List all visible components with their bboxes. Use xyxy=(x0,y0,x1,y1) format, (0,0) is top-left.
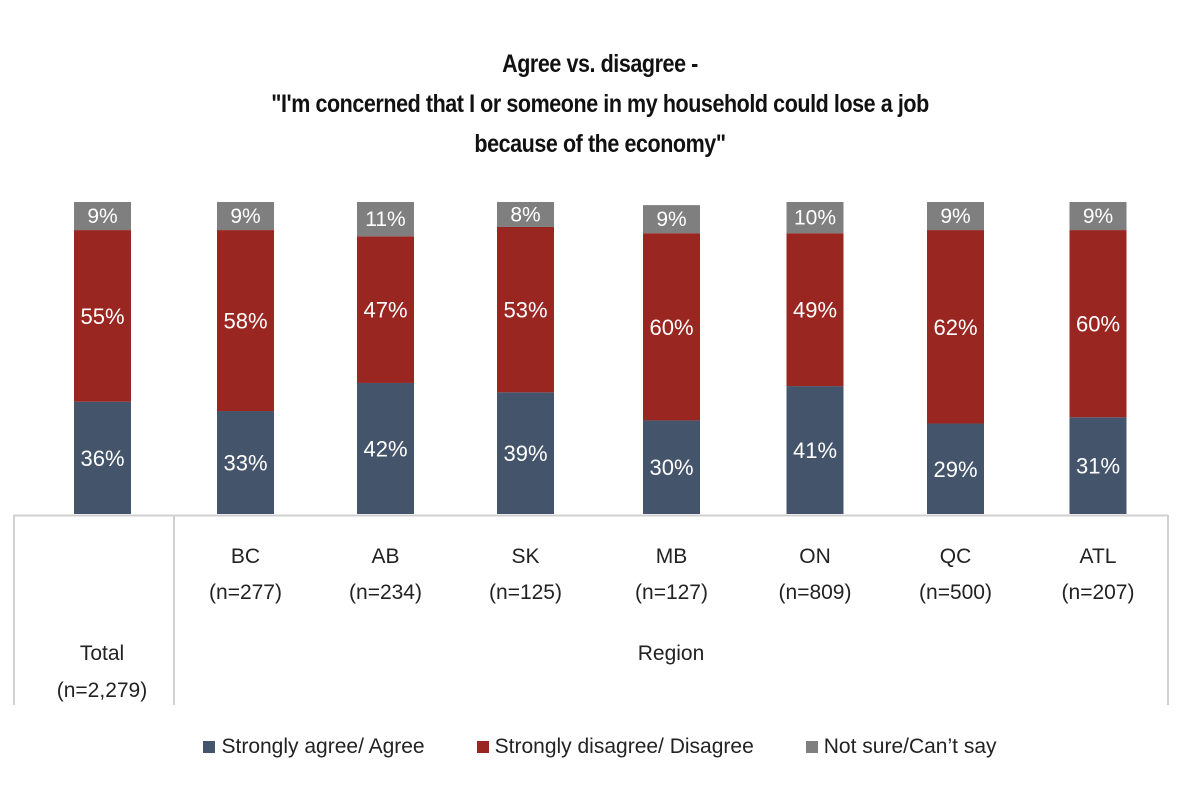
x-tick-sample-on: (n=809) xyxy=(779,581,852,604)
bar-segment-disagree-ab xyxy=(357,236,414,383)
bar-segment-not-sure-on xyxy=(786,202,844,234)
chart-title-line-1: Agree vs. disagree - xyxy=(502,50,698,78)
bar-segment-agree-atl xyxy=(1069,417,1127,514)
data-label-agree-ab: 42% xyxy=(363,436,407,461)
x-tick-label-qc: QC xyxy=(940,545,972,568)
data-label-agree-total: 36% xyxy=(80,446,124,471)
data-label-not-sure-mb: 9% xyxy=(656,208,686,231)
x-tick-sample-qc: (n=500) xyxy=(919,581,992,604)
x-tick-sample-bc: (n=277) xyxy=(209,581,282,604)
data-label-not-sure-qc: 9% xyxy=(940,205,970,228)
data-label-agree-mb: 30% xyxy=(649,455,693,480)
x-tick-label-atl: ATL xyxy=(1080,545,1117,568)
legend-label-disagree: Strongly disagree/ Disagree xyxy=(494,735,754,758)
x-tick-sample-total: (n=2,279) xyxy=(57,679,147,702)
bar-segment-disagree-bc xyxy=(217,230,274,412)
data-label-agree-atl: 31% xyxy=(1076,454,1120,479)
x-tick-label-mb: MB xyxy=(656,545,688,568)
legend-item-disagree: Strongly disagree/ Disagree xyxy=(476,735,754,759)
data-label-disagree-on: 49% xyxy=(793,298,837,323)
chart-title-line-2: "I'm concerned that I or someone in my h… xyxy=(271,90,929,118)
bar-segment-agree-bc xyxy=(217,411,274,514)
x-group-label-region: Region xyxy=(638,642,705,665)
x-tick-label-total: Total xyxy=(80,642,124,665)
legend-item-agree: Strongly agree/ Agree xyxy=(203,735,425,759)
data-label-disagree-bc: 58% xyxy=(223,309,267,334)
bar-segment-agree-mb xyxy=(643,420,700,514)
bar-segment-agree-on xyxy=(786,386,844,514)
bar-segment-not-sure-total xyxy=(74,202,131,231)
bar-segment-disagree-sk xyxy=(497,226,554,393)
data-label-agree-sk: 39% xyxy=(503,441,547,466)
bar-segment-disagree-on xyxy=(786,233,844,387)
data-label-not-sure-total: 9% xyxy=(87,205,117,228)
bar-segment-not-sure-bc xyxy=(217,202,274,231)
data-label-not-sure-bc: 9% xyxy=(230,205,260,228)
x-tick-sample-sk: (n=125) xyxy=(489,581,562,604)
x-tick-label-on: ON xyxy=(799,545,831,568)
data-label-disagree-qc: 62% xyxy=(933,315,977,340)
chart-title-line-3: because of the economy" xyxy=(474,130,726,158)
data-label-not-sure-on: 10% xyxy=(794,207,836,230)
bar-segment-disagree-qc xyxy=(927,230,984,424)
bar-segment-not-sure-sk xyxy=(497,202,554,227)
data-label-disagree-ab: 47% xyxy=(363,298,407,323)
bar-segment-not-sure-qc xyxy=(927,202,984,231)
x-tick-sample-atl: (n=207) xyxy=(1062,581,1135,604)
bar-segment-not-sure-atl xyxy=(1069,202,1127,231)
data-label-not-sure-atl: 9% xyxy=(1083,205,1113,228)
bar-segment-disagree-atl xyxy=(1069,230,1127,418)
data-label-disagree-sk: 53% xyxy=(503,298,547,323)
data-label-agree-qc: 29% xyxy=(933,457,977,482)
bar-segment-disagree-mb xyxy=(643,233,700,421)
data-label-not-sure-ab: 11% xyxy=(365,208,405,231)
legend-swatch-not-sure xyxy=(805,741,818,753)
data-label-disagree-mb: 60% xyxy=(649,315,693,340)
bar-segment-agree-sk xyxy=(497,392,554,514)
bar-segment-not-sure-mb xyxy=(643,205,700,234)
x-tick-sample-ab: (n=234) xyxy=(349,581,422,604)
x-tick-label-sk: SK xyxy=(511,545,539,568)
legend-item-not-sure: Not sure/Can’t say xyxy=(805,735,997,759)
chart-title: Agree vs. disagree - "I'm concerned that… xyxy=(84,44,1116,164)
x-tick-label-ab: AB xyxy=(371,545,399,568)
legend-swatch-disagree xyxy=(476,741,489,753)
data-label-disagree-total: 55% xyxy=(80,304,124,329)
bar-segment-agree-total xyxy=(74,401,131,514)
bar-segment-agree-qc xyxy=(927,423,984,514)
x-tick-sample-mb: (n=127) xyxy=(635,581,708,604)
legend-label-not-sure: Not sure/Can’t say xyxy=(823,735,997,758)
bar-segment-agree-ab xyxy=(357,382,414,514)
chart-legend: Strongly agree/ Agree Strongly disagree/… xyxy=(0,735,1200,759)
data-label-disagree-atl: 60% xyxy=(1076,312,1120,337)
data-label-agree-on: 41% xyxy=(793,438,837,463)
x-tick-label-bc: BC xyxy=(231,545,260,568)
data-label-not-sure-sk: 8% xyxy=(510,203,540,226)
bar-segment-not-sure-ab xyxy=(357,202,414,237)
data-label-agree-bc: 33% xyxy=(223,451,267,476)
bar-segment-disagree-total xyxy=(74,230,131,402)
legend-swatch-agree xyxy=(203,741,216,753)
legend-label-agree: Strongly agree/ Agree xyxy=(221,735,425,758)
